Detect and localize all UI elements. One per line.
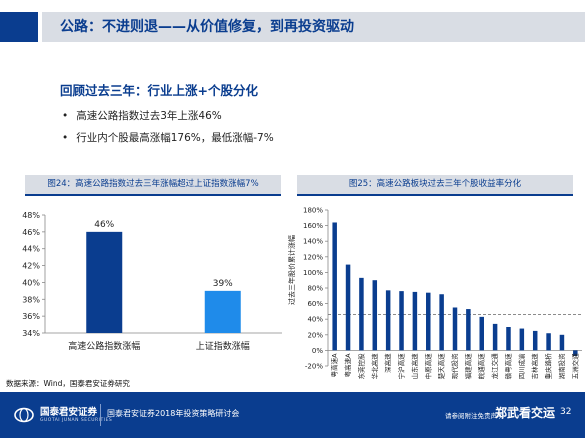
x-tick-label: 现代投资 bbox=[450, 353, 459, 380]
bar bbox=[439, 294, 444, 351]
bar bbox=[86, 231, 123, 333]
footer-brand-en: GUOTAI JUNAN SECURITIES bbox=[40, 418, 113, 423]
footer-brand: 国泰君安证券 bbox=[40, 407, 98, 418]
y-tick-label: 42% bbox=[22, 262, 40, 271]
x-tick-label: 上证指数涨幅 bbox=[196, 340, 250, 352]
y-axis-label: 过去三年股价累计涨幅 bbox=[287, 235, 296, 305]
x-tick-label: 福建高速 bbox=[463, 353, 472, 380]
footer-disclaimer: 请参阅附注免责声明 bbox=[445, 412, 504, 420]
x-tick-label: 重庆路桥 bbox=[544, 353, 553, 380]
y-tick-label: 80% bbox=[307, 285, 323, 293]
header-bar bbox=[42, 12, 585, 42]
x-tick-label: 宁沪高速 bbox=[397, 353, 406, 380]
bar bbox=[412, 291, 418, 351]
y-tick-label: 40% bbox=[22, 278, 40, 287]
stock-return-chart: -20% 0% 20% 40% 60% 80% 100% 120% 140% 160% 180% 粤高… bbox=[287, 207, 582, 380]
header: 公路：不进则退——从价值修复，到再投资驱动 bbox=[0, 0, 585, 48]
y-tick-label: -20% bbox=[305, 363, 323, 371]
bar bbox=[506, 327, 511, 351]
y-tick-label: 20% bbox=[307, 331, 323, 339]
bar bbox=[532, 330, 538, 351]
header-accent bbox=[0, 12, 38, 42]
data-label: 39% bbox=[213, 279, 233, 289]
bullet-point-2: 行业内个股最高涨幅176%，最低涨幅-7% bbox=[62, 130, 273, 145]
x-tick-label: 中原高速 bbox=[423, 353, 432, 380]
bar bbox=[559, 334, 565, 351]
x-tick-label: 山东高速 bbox=[410, 353, 419, 380]
figure-25-title: 图25：高速公路板块过去三年个股收益率分化 bbox=[297, 175, 573, 196]
x-tick-label: 赣粤高速 bbox=[503, 353, 512, 380]
bar bbox=[332, 222, 337, 351]
bar bbox=[359, 277, 364, 351]
x-tick-label: 楚天高速 bbox=[437, 353, 446, 380]
x-tick-label: 四川成渝 bbox=[517, 353, 526, 380]
y-tick-label: 0% bbox=[312, 347, 323, 355]
y-tick-label: 40% bbox=[307, 316, 323, 324]
bar bbox=[492, 323, 498, 351]
y-tick-label: 160% bbox=[303, 222, 323, 230]
bar bbox=[372, 280, 378, 351]
x-tick-label: 龙江交通 bbox=[490, 353, 499, 380]
x-tick-label: 五洲交通 bbox=[570, 353, 579, 380]
y-tick-label: 60% bbox=[307, 300, 323, 308]
footer-event: 国泰君安证券2018年投资策略研讨会 bbox=[107, 409, 240, 418]
bullet-point-1: 高速公路指数过去3年上涨46% bbox=[62, 108, 222, 123]
footer-separator bbox=[100, 404, 101, 426]
section-title: 回顾过去三年：行业上涨+个股分化 bbox=[60, 83, 258, 98]
data-source: 数据来源：Wind，国泰君安证券研究 bbox=[6, 379, 130, 388]
y-tick-label: 38% bbox=[22, 295, 40, 304]
bar bbox=[345, 264, 351, 351]
brand-logo-icon bbox=[14, 407, 34, 423]
y-tick-label: 48% bbox=[22, 211, 40, 220]
bar bbox=[519, 328, 525, 351]
y-tick-label: 44% bbox=[22, 245, 40, 254]
x-tick-label: 华北高速 bbox=[370, 353, 379, 380]
x-tick-label: 东莞控股 bbox=[356, 353, 365, 380]
y-tick-label: 140% bbox=[303, 238, 323, 246]
page-title: 公路：不进则退——从价值修复，到再投资驱动 bbox=[60, 19, 354, 35]
bar bbox=[479, 316, 484, 351]
footer: 国泰君安证券 GUOTAI JUNAN SECURITIES 国泰君安证券201… bbox=[0, 392, 585, 438]
x-tick-label: 湖南投资 bbox=[557, 353, 566, 380]
x-tick-label: 深高速 bbox=[383, 353, 392, 373]
x-tick-label: 粤高速A bbox=[343, 353, 352, 378]
y-tick-label: 46% bbox=[22, 228, 40, 237]
bar bbox=[466, 309, 471, 351]
x-tick-label: 高速公路指数涨幅 bbox=[68, 340, 140, 352]
bar bbox=[573, 350, 578, 356]
y-tick-label: 120% bbox=[303, 253, 323, 261]
figure-24-title: 图24：高速公路指数过去三年涨幅超过上证指数涨幅7% bbox=[25, 175, 281, 196]
x-tick-label: 吉林高速 bbox=[530, 353, 539, 380]
bar bbox=[546, 333, 551, 351]
y-tick-label: 100% bbox=[303, 269, 323, 277]
y-tick-label: 34% bbox=[22, 329, 40, 338]
y-tick-label: 36% bbox=[22, 312, 40, 321]
footer-watermark: 郑武看交运 bbox=[495, 406, 556, 420]
bar bbox=[204, 290, 241, 333]
x-tick-label: 皖通高速 bbox=[477, 353, 486, 380]
bar bbox=[452, 307, 458, 351]
x-tick-label: 粤高速A bbox=[330, 353, 339, 378]
bar bbox=[399, 291, 404, 351]
bar bbox=[426, 292, 431, 351]
page-number: 32 bbox=[560, 407, 572, 417]
bar bbox=[385, 290, 391, 351]
index-return-chart: 34% 36% 38% 40% 42% 44% 46% 48% 46% 高速公路指数涨幅 39% 上证… bbox=[22, 211, 282, 352]
data-label: 46% bbox=[94, 220, 114, 230]
y-tick-label: 180% bbox=[303, 207, 323, 215]
